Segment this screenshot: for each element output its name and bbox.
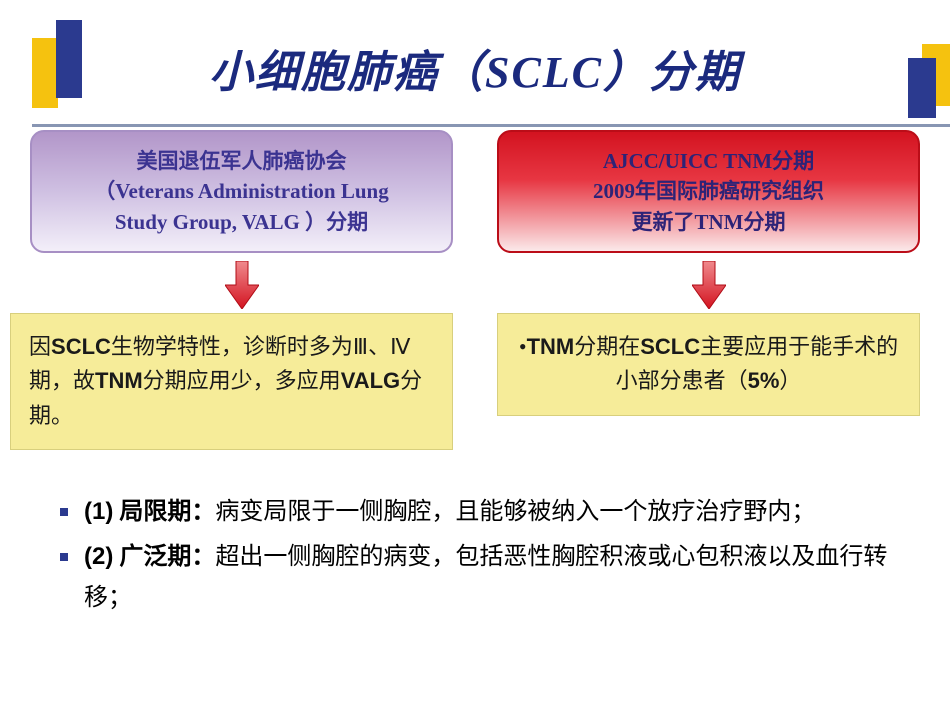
tnm-line1: AJCC/UICC TNM分期 [603,149,814,173]
t: SCLC [51,334,111,359]
bullet-label: 局限期： [113,499,215,525]
valg-line3: Study Group, VALG ）分期 [115,210,368,234]
decor-line-long [32,124,950,127]
t: TNM [95,368,143,393]
t: VALG [341,368,400,393]
bullet-body: 病变局限于一侧胸腔，且能够被纳入一个放疗治疗野内； [215,499,815,525]
valg-line2: （Veterans Administration Lung [94,179,388,203]
t: TNM [527,334,575,359]
two-columns: 美国退伍军人肺癌协会 （Veterans Administration Lung… [30,130,920,450]
t: 5% [748,368,780,393]
arrow-down-icon [692,261,726,309]
t: 分期在 [574,334,640,359]
bullet-num: (2) [84,543,113,570]
box-valg-note: 因SCLC生物学特性，诊断时多为Ⅲ、Ⅳ期，故TNM分期应用少，多应用VALG分期… [10,313,453,449]
t: 分期应用少，多应用 [143,368,341,393]
bullet-label: 广泛期： [113,544,215,570]
t: ） [779,368,801,393]
box-tnm: AJCC/UICC TNM分期 2009年国际肺癌研究组织 更新了TNM分期 [497,130,920,253]
column-right: AJCC/UICC TNM分期 2009年国际肺癌研究组织 更新了TNM分期 •… [497,130,920,450]
valg-line1: 美国退伍军人肺癌协会 [137,149,347,173]
bullet-num: (1) [84,498,113,525]
box-valg: 美国退伍军人肺癌协会 （Veterans Administration Lung… [30,130,453,253]
bullet-list: (1) 局限期：病变局限于一侧胸腔，且能够被纳入一个放疗治疗野内； (2) 广泛… [60,492,890,622]
t: SCLC [640,334,700,359]
bullet-icon [60,508,68,516]
t: • [519,334,527,359]
bullet-icon [60,553,68,561]
page-title: 小细胞肺癌（SCLC）分期 [0,36,950,100]
tnm-line2: 2009年国际肺癌研究组织 [593,179,824,203]
box-tnm-note: •TNM分期在SCLC主要应用于能手术的小部分患者（5%） [497,313,920,415]
list-item: (1) 局限期：病变局限于一侧胸腔，且能够被纳入一个放疗治疗野内； [60,492,890,533]
arrow-down-icon [225,261,259,309]
t: 因 [29,334,51,359]
tnm-line3: 更新了TNM分期 [632,210,786,234]
list-item: (2) 广泛期：超出一侧胸腔的病变，包括恶性胸腔积液或心包积液以及血行转移； [60,537,890,619]
column-left: 美国退伍军人肺癌协会 （Veterans Administration Lung… [30,130,453,450]
